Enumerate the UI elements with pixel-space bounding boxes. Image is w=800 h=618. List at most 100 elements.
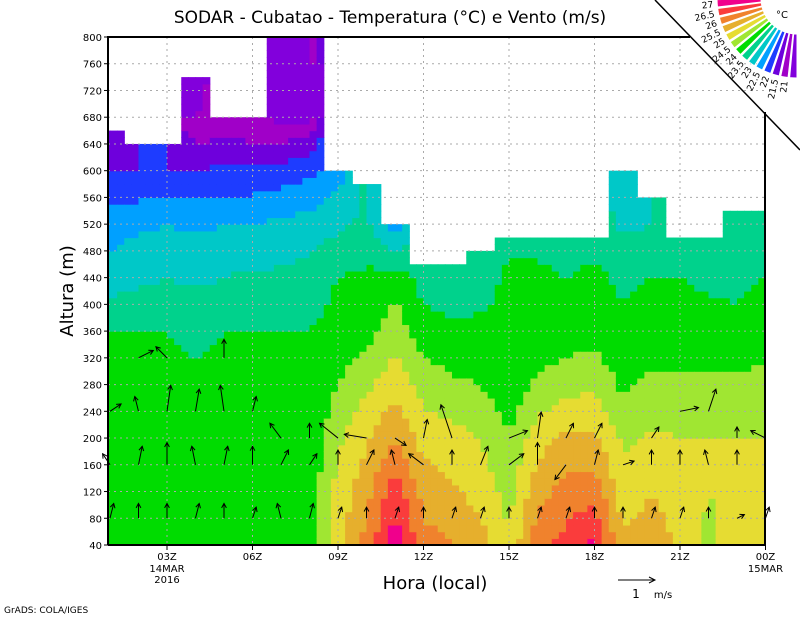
- temperature-cell: [494, 491, 503, 499]
- temperature-cell: [516, 484, 524, 493]
- temperature-cell: [124, 364, 132, 372]
- temperature-cell: [352, 257, 360, 265]
- temperature-cell: [202, 264, 211, 272]
- temperature-cell: [523, 264, 531, 272]
- temperature-cell: [216, 431, 225, 439]
- temperature-cell: [501, 270, 510, 279]
- temperature-cell: [281, 317, 289, 326]
- temperature-cell: [430, 297, 439, 305]
- temperature-cell: [623, 204, 631, 212]
- temperature-cell: [437, 324, 446, 332]
- temperature-cell: [680, 538, 688, 546]
- temperature-cell: [430, 458, 439, 466]
- temperature-cell: [665, 418, 674, 426]
- temperature-cell: [402, 478, 410, 486]
- temperature-cell: [594, 324, 603, 332]
- temperature-cell: [216, 210, 225, 219]
- temperature-cell: [281, 143, 289, 152]
- temperature-cell: [608, 511, 617, 519]
- temperature-cell: [644, 291, 653, 299]
- temperature-cell: [494, 237, 503, 245]
- temperature-cell: [181, 464, 189, 473]
- temperature-cell: [523, 438, 531, 446]
- temperature-cell: [159, 471, 168, 479]
- temperature-cell: [637, 317, 645, 326]
- temperature-cell: [110, 411, 118, 419]
- temperature-cell: [409, 391, 417, 399]
- temperature-cell: [715, 351, 724, 359]
- temperature-cell: [623, 451, 631, 459]
- temperature-cell: [701, 471, 710, 479]
- temperature-cell: [608, 337, 617, 346]
- temperature-cell: [701, 250, 710, 259]
- temperature-cell: [209, 117, 218, 125]
- temperature-cell: [273, 190, 282, 199]
- temperature-cell: [167, 324, 175, 332]
- temperature-cell: [231, 170, 239, 178]
- temperature-cell: [708, 244, 717, 252]
- temperature-cell: [580, 458, 588, 466]
- temperature-cell: [281, 210, 289, 219]
- temperature-cell: [430, 411, 439, 419]
- temperature-cell: [715, 444, 724, 453]
- temperature-cell: [452, 538, 460, 546]
- temperature-cell: [594, 304, 603, 312]
- temperature-cell: [145, 511, 154, 519]
- temperature-cell: [416, 337, 425, 346]
- temperature-cell: [259, 311, 268, 319]
- temperature-cell: [288, 364, 296, 372]
- temperature-cell: [323, 397, 332, 406]
- temperature-cell: [573, 418, 581, 426]
- temperature-cell: [566, 277, 574, 285]
- temperature-cell: [159, 177, 168, 185]
- temperature-cell: [452, 304, 460, 312]
- temperature-cell: [209, 210, 218, 219]
- temperature-cell: [701, 357, 710, 366]
- temperature-cell: [110, 471, 118, 479]
- temperature-cell: [637, 431, 645, 439]
- temperature-cell: [259, 197, 268, 205]
- temperature-cell: [345, 531, 353, 539]
- temperature-cell: [281, 511, 289, 519]
- temperature-cell: [722, 391, 731, 399]
- temperature-cell: [152, 291, 161, 299]
- temperature-cell: [117, 438, 125, 446]
- temperature-cell: [110, 304, 118, 312]
- temperature-cell: [672, 471, 681, 479]
- temperature-cell: [195, 418, 204, 426]
- temperature-cell: [209, 190, 218, 199]
- temperature-cell: [238, 524, 246, 533]
- temperature-cell: [708, 297, 717, 305]
- temperature-cell: [110, 237, 118, 245]
- temperature-cell: [124, 471, 132, 479]
- temperature-cell: [466, 444, 474, 453]
- temperature-cell: [444, 491, 453, 499]
- temperature-cell: [537, 478, 546, 486]
- temperature-cell: [644, 491, 653, 499]
- temperature-cell: [345, 351, 353, 359]
- temperature-cell: [452, 498, 460, 506]
- temperature-cell: [352, 210, 360, 219]
- temperature-cell: [202, 244, 211, 252]
- temperature-cell: [288, 57, 296, 65]
- temperature-cell: [573, 237, 581, 245]
- temperature-cell: [651, 264, 660, 272]
- temperature-cell: [473, 524, 482, 533]
- temperature-cell: [316, 291, 325, 299]
- temperature-cell: [316, 478, 325, 486]
- temperature-cell: [694, 291, 702, 299]
- temperature-cell: [530, 364, 539, 372]
- temperature-cell: [551, 311, 560, 319]
- temperature-cell: [245, 217, 254, 225]
- temperature-cell: [380, 317, 389, 326]
- temperature-cell: [152, 244, 161, 252]
- temperature-cell: [110, 377, 118, 386]
- temperature-cell: [473, 317, 482, 326]
- temperature-cell: [224, 217, 232, 225]
- temperature-cell: [209, 431, 218, 439]
- temperature-cell: [501, 384, 510, 392]
- temperature-cell: [566, 518, 574, 526]
- temperature-cell: [266, 244, 275, 252]
- temperature-cell: [615, 197, 624, 205]
- temperature-cell: [202, 250, 211, 259]
